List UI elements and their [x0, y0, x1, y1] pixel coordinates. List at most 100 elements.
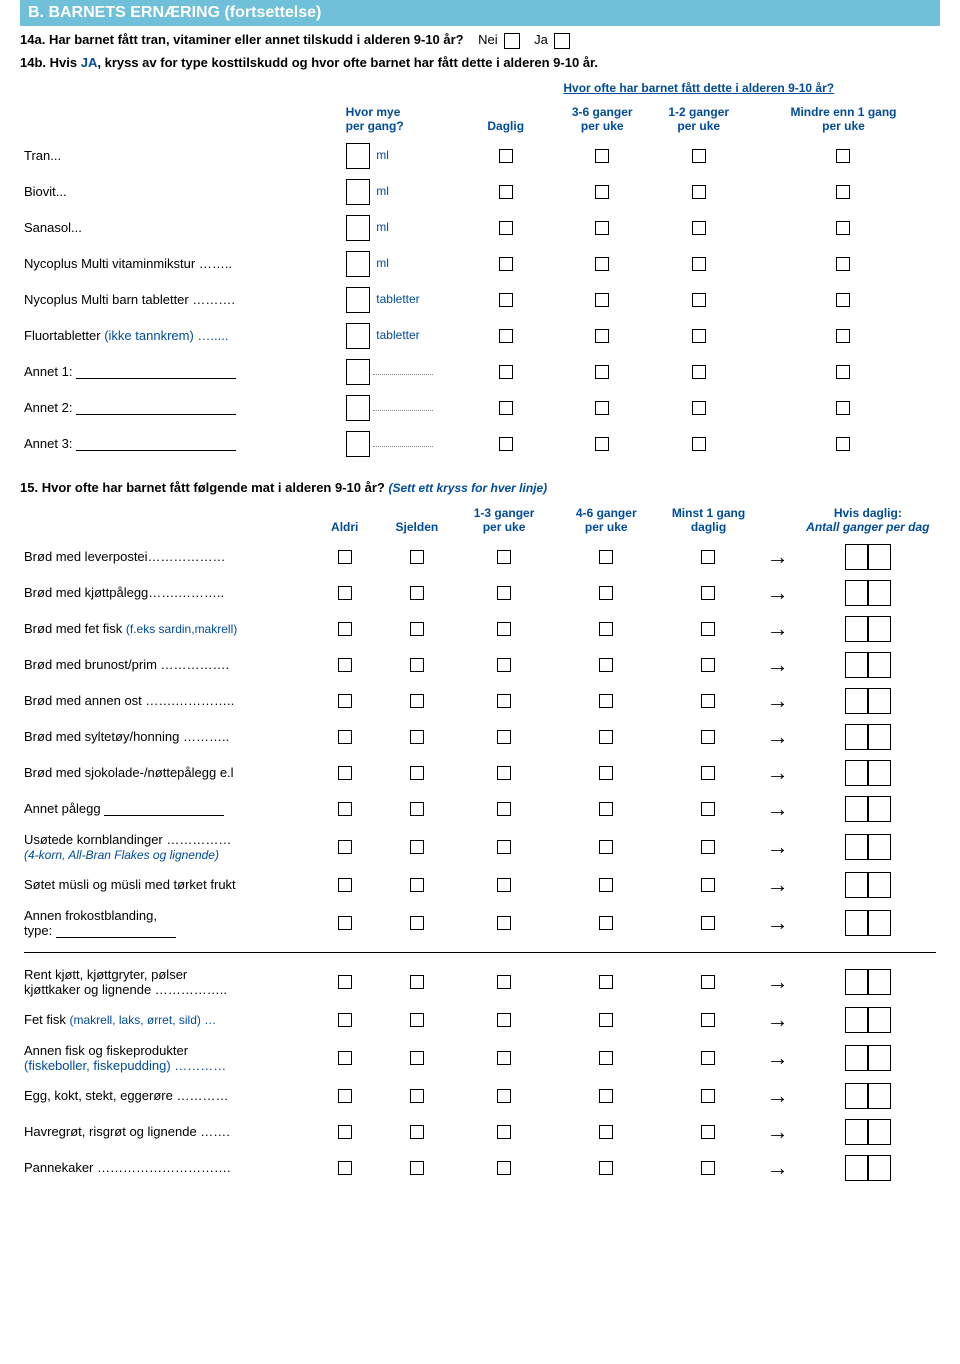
q15-rent-kjott-check-46[interactable]	[599, 975, 613, 989]
q15-grot-check-min1[interactable]	[701, 1125, 715, 1139]
q15-fet-fisk-check-seldom[interactable]	[410, 1013, 424, 1027]
q14-nycoplus-mix-check-36[interactable]	[595, 257, 609, 271]
q14-nycoplus-tab-check-less[interactable]	[836, 293, 850, 307]
q15-leverpostei-check-13[interactable]	[497, 550, 511, 564]
q15-grot-check-seldom[interactable]	[410, 1125, 424, 1139]
q15-brunost-check-seldom[interactable]	[410, 658, 424, 672]
q14-fluor-check-less[interactable]	[836, 329, 850, 343]
q15-grot-per-day[interactable]	[845, 1119, 892, 1145]
q15-annen-ost-check-seldom[interactable]	[410, 694, 424, 708]
q15-leverpostei-check-never[interactable]	[338, 550, 352, 564]
q14-annet-2-check-daily[interactable]	[499, 401, 513, 415]
q15-egg-check-46[interactable]	[599, 1089, 613, 1103]
q15-sotet-musli-check-13[interactable]	[497, 878, 511, 892]
q14-sanasol-amount[interactable]	[346, 215, 370, 241]
q14-annet-2-unit[interactable]	[373, 410, 433, 411]
q15-grot-check-never[interactable]	[338, 1125, 352, 1139]
q15-annen-fisk-check-never[interactable]	[338, 1051, 352, 1065]
q14-annet-1-check-36[interactable]	[595, 365, 609, 379]
q15-usotede-korn-per-day[interactable]	[845, 834, 892, 860]
q15-annen-frokost-check-46[interactable]	[599, 916, 613, 930]
q15-sotet-musli-check-46[interactable]	[599, 878, 613, 892]
q14-biovit-amount[interactable]	[346, 179, 370, 205]
q15-annet-palegg-check-seldom[interactable]	[410, 802, 424, 816]
q14-tran-amount[interactable]	[346, 143, 370, 169]
q15-annen-ost-check-min1[interactable]	[701, 694, 715, 708]
q14-nycoplus-tab-check-12[interactable]	[692, 293, 706, 307]
q14-annet-3-amount[interactable]	[346, 431, 370, 457]
q14-nycoplus-mix-check-12[interactable]	[692, 257, 706, 271]
q15-fet-fisk-brod-check-never[interactable]	[338, 622, 352, 636]
q15-syltetoy-check-46[interactable]	[599, 730, 613, 744]
q15-brunost-check-min1[interactable]	[701, 658, 715, 672]
q15-fet-fisk-brod-check-13[interactable]	[497, 622, 511, 636]
q15-kjottpalegg-check-13[interactable]	[497, 586, 511, 600]
q14-fluor-check-36[interactable]	[595, 329, 609, 343]
q15-fet-fisk-check-13[interactable]	[497, 1013, 511, 1027]
q15-annen-fisk-check-seldom[interactable]	[410, 1051, 424, 1065]
q14-annet-3-check-36[interactable]	[595, 437, 609, 451]
q15-egg-check-13[interactable]	[497, 1089, 511, 1103]
q15-leverpostei-check-seldom[interactable]	[410, 550, 424, 564]
q15-usotede-korn-check-seldom[interactable]	[410, 840, 424, 854]
q15-fet-fisk-check-min1[interactable]	[701, 1013, 715, 1027]
q15-rent-kjott-per-day[interactable]	[845, 969, 892, 995]
q15-fet-fisk-per-day[interactable]	[845, 1007, 892, 1033]
q15-fet-fisk-brod-check-seldom[interactable]	[410, 622, 424, 636]
q15-pannekaker-check-seldom[interactable]	[410, 1161, 424, 1175]
q15-usotede-korn-check-13[interactable]	[497, 840, 511, 854]
q15-sotet-musli-check-seldom[interactable]	[410, 878, 424, 892]
q15-egg-per-day[interactable]	[845, 1083, 892, 1109]
q15-rent-kjott-check-seldom[interactable]	[410, 975, 424, 989]
q14-sanasol-check-12[interactable]	[692, 221, 706, 235]
q15-annen-ost-check-never[interactable]	[338, 694, 352, 708]
q15-egg-check-seldom[interactable]	[410, 1089, 424, 1103]
q14-biovit-check-daily[interactable]	[499, 185, 513, 199]
q15-brunost-per-day[interactable]	[845, 652, 892, 678]
q14-tran-check-12[interactable]	[692, 149, 706, 163]
q15-sjokopalegg-check-never[interactable]	[338, 766, 352, 780]
q14-nycoplus-tab-check-36[interactable]	[595, 293, 609, 307]
q15-fet-fisk-check-46[interactable]	[599, 1013, 613, 1027]
q14-sanasol-check-36[interactable]	[595, 221, 609, 235]
q15-brunost-check-46[interactable]	[599, 658, 613, 672]
q14-nycoplus-tab-amount[interactable]	[346, 287, 370, 313]
q15-kjottpalegg-check-min1[interactable]	[701, 586, 715, 600]
q15-annen-fisk-check-min1[interactable]	[701, 1051, 715, 1065]
q14-annet-1-name[interactable]	[76, 378, 236, 379]
q15-brunost-check-never[interactable]	[338, 658, 352, 672]
q15-pannekaker-check-13[interactable]	[497, 1161, 511, 1175]
q14-annet-2-check-12[interactable]	[692, 401, 706, 415]
q14-nycoplus-mix-check-daily[interactable]	[499, 257, 513, 271]
q14-fluor-check-12[interactable]	[692, 329, 706, 343]
q14a-no-checkbox[interactable]	[504, 33, 520, 49]
q15-sotet-musli-check-never[interactable]	[338, 878, 352, 892]
q15-sjokopalegg-per-day[interactable]	[845, 760, 892, 786]
q14-tran-check-36[interactable]	[595, 149, 609, 163]
q15-sjokopalegg-check-seldom[interactable]	[410, 766, 424, 780]
q14-sanasol-check-less[interactable]	[836, 221, 850, 235]
q15-kjottpalegg-check-seldom[interactable]	[410, 586, 424, 600]
q14-annet-1-check-less[interactable]	[836, 365, 850, 379]
q15-annet-palegg-check-13[interactable]	[497, 802, 511, 816]
q15-pannekaker-check-never[interactable]	[338, 1161, 352, 1175]
q15-kjottpalegg-check-never[interactable]	[338, 586, 352, 600]
q15-annen-fisk-check-46[interactable]	[599, 1051, 613, 1065]
q15-sjokopalegg-check-46[interactable]	[599, 766, 613, 780]
q15-syltetoy-check-13[interactable]	[497, 730, 511, 744]
q15-annet-palegg-check-min1[interactable]	[701, 802, 715, 816]
q15-fet-fisk-brod-check-min1[interactable]	[701, 622, 715, 636]
q14-annet-2-amount[interactable]	[346, 395, 370, 421]
q15-grot-check-46[interactable]	[599, 1125, 613, 1139]
q15-pannekaker-check-min1[interactable]	[701, 1161, 715, 1175]
q15-annen-ost-per-day[interactable]	[845, 688, 892, 714]
q14-nycoplus-mix-check-less[interactable]	[836, 257, 850, 271]
q15-pannekaker-per-day[interactable]	[845, 1155, 892, 1181]
q15-sjokopalegg-check-13[interactable]	[497, 766, 511, 780]
q14-annet-3-check-12[interactable]	[692, 437, 706, 451]
q14-biovit-check-less[interactable]	[836, 185, 850, 199]
q15-leverpostei-check-min1[interactable]	[701, 550, 715, 564]
q15-annen-frokost-check-never[interactable]	[338, 916, 352, 930]
q15-syltetoy-check-min1[interactable]	[701, 730, 715, 744]
q14a-yes-checkbox[interactable]	[554, 33, 570, 49]
